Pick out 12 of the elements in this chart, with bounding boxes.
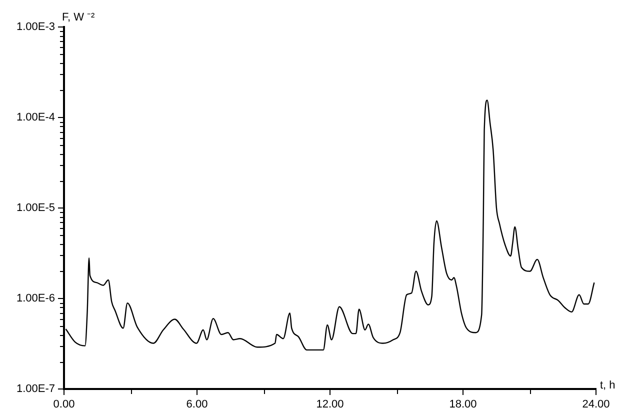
- x-tick-label: 0.00: [53, 398, 75, 411]
- y-tick-label: 1.00E-3: [16, 21, 55, 34]
- y-axis-title: F, W ⁻²: [62, 12, 96, 24]
- x-axis-title: t, h: [600, 380, 616, 392]
- x-tick-label: 12.00: [316, 398, 344, 411]
- y-tick-label: 1.00E-5: [16, 202, 55, 214]
- y-tick-label: 1.00E-7: [16, 383, 55, 396]
- y-tick-label: 1.00E-6: [16, 292, 55, 305]
- x-tick-label: 18.00: [449, 398, 477, 411]
- x-tick-label: 24.00: [582, 398, 610, 411]
- x-tick-label: 6.00: [186, 398, 208, 411]
- y-tick-label: 1.00E-4: [16, 112, 55, 124]
